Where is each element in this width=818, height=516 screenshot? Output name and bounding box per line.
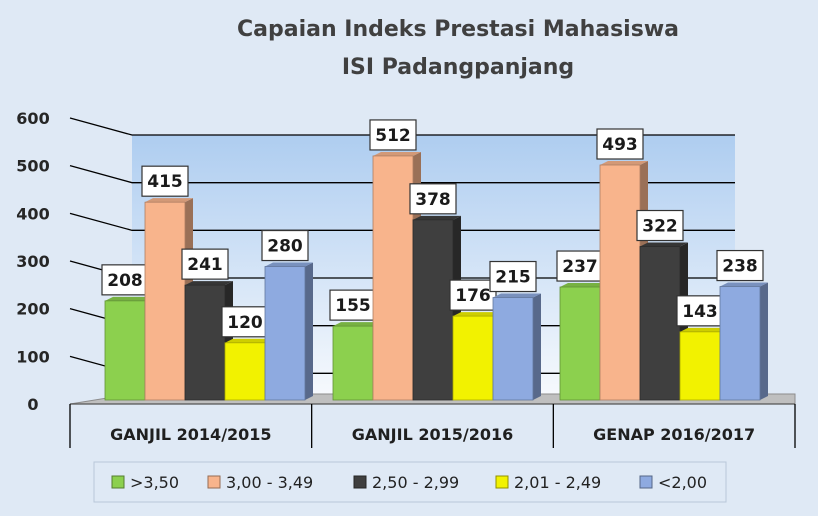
bar <box>184 284 226 401</box>
data-label: 493 <box>602 135 638 155</box>
data-label: 155 <box>335 296 371 316</box>
bar-top <box>333 322 381 327</box>
bar <box>719 286 761 401</box>
bar-top <box>600 161 648 166</box>
legend-label: <2,00 <box>658 473 707 492</box>
y-tick-label: 500 <box>16 157 49 176</box>
bar <box>452 315 494 401</box>
gridline <box>69 212 735 231</box>
legend-swatch <box>207 475 221 489</box>
data-label: 215 <box>495 268 531 288</box>
bar <box>559 286 601 401</box>
bar-top <box>225 338 273 343</box>
y-tick-label: 400 <box>16 204 49 223</box>
legend-swatch <box>495 475 509 489</box>
bar <box>492 297 534 401</box>
data-label-box <box>636 209 684 242</box>
data-label: 143 <box>682 302 718 322</box>
data-label: 120 <box>227 313 263 333</box>
legend-label: 3,00 - 3,49 <box>226 473 313 492</box>
legend-label: 2,50 - 2,99 <box>372 473 459 492</box>
bar <box>599 164 641 401</box>
data-label-box <box>261 229 309 262</box>
y-tick-label: 0 <box>27 395 38 414</box>
data-label-box <box>596 128 644 160</box>
y-tick-label: 600 <box>16 109 49 128</box>
plot-area: 0 100 200 300 400 500 600 GANJIL 2014/2015 GANJI… <box>16 109 796 503</box>
data-label: 280 <box>267 237 303 257</box>
bar-top <box>145 198 193 203</box>
bar-top <box>493 293 541 298</box>
y-tick-label: 300 <box>16 252 49 271</box>
bar-top <box>680 327 728 332</box>
bar <box>264 266 306 401</box>
gridline <box>69 117 735 136</box>
bar-top <box>265 262 313 267</box>
y-tick-label: 100 <box>16 347 49 366</box>
bar-top <box>720 282 768 287</box>
data-label: 378 <box>415 190 451 210</box>
legend-swatch <box>353 475 367 489</box>
data-label-box <box>449 279 497 311</box>
data-label: 322 <box>642 217 678 237</box>
data-label: 176 <box>455 286 491 306</box>
data-label-box <box>181 248 229 280</box>
data-label: 241 <box>187 255 223 275</box>
bar <box>332 325 374 401</box>
data-label-box <box>329 289 377 321</box>
bar-side <box>305 262 313 400</box>
gridline <box>69 165 735 184</box>
chart-title: Capaian Indeks Prestasi Mahasiswa <box>237 17 679 42</box>
data-label: 237 <box>562 257 598 277</box>
data-label: 208 <box>107 271 143 291</box>
data-label-box <box>101 264 149 296</box>
bar <box>679 331 721 401</box>
bar-top <box>185 281 233 286</box>
x-tick-label: GENAP 2016/2017 <box>593 425 755 444</box>
data-label: 238 <box>722 257 758 277</box>
legend-swatch <box>111 475 125 489</box>
bar-side <box>760 282 768 400</box>
legend <box>93 461 727 503</box>
bar-top <box>560 283 608 288</box>
bar <box>144 201 186 401</box>
bar <box>224 342 266 401</box>
bar-top <box>373 151 421 156</box>
legend-label: 2,01 - 2,49 <box>514 473 601 492</box>
bar <box>412 219 454 401</box>
data-label-box <box>716 249 764 282</box>
bar-side <box>533 293 541 400</box>
x-tick-label: GANJIL 2014/2015 <box>110 425 271 444</box>
data-label-box <box>369 119 417 151</box>
legend-label: >3,50 <box>130 473 179 492</box>
data-label-box <box>409 183 457 215</box>
bar-top <box>453 312 501 317</box>
data-label-box <box>676 295 724 327</box>
data-label-box <box>556 250 604 282</box>
bar <box>104 300 146 401</box>
bar-top <box>105 296 153 301</box>
data-label-box <box>141 165 189 197</box>
data-label-box <box>489 260 537 293</box>
bar-top <box>413 215 461 220</box>
x-tick-label: GANJIL 2015/2016 <box>352 425 513 444</box>
data-label: 415 <box>147 172 183 192</box>
chart-subtitle: ISI Padangpanjang <box>342 55 574 80</box>
data-label: 512 <box>375 126 411 146</box>
y-tick-label: 200 <box>16 300 49 319</box>
bar <box>372 155 414 401</box>
legend-swatch <box>639 475 653 489</box>
bar <box>639 246 681 401</box>
bar-top <box>640 242 688 247</box>
